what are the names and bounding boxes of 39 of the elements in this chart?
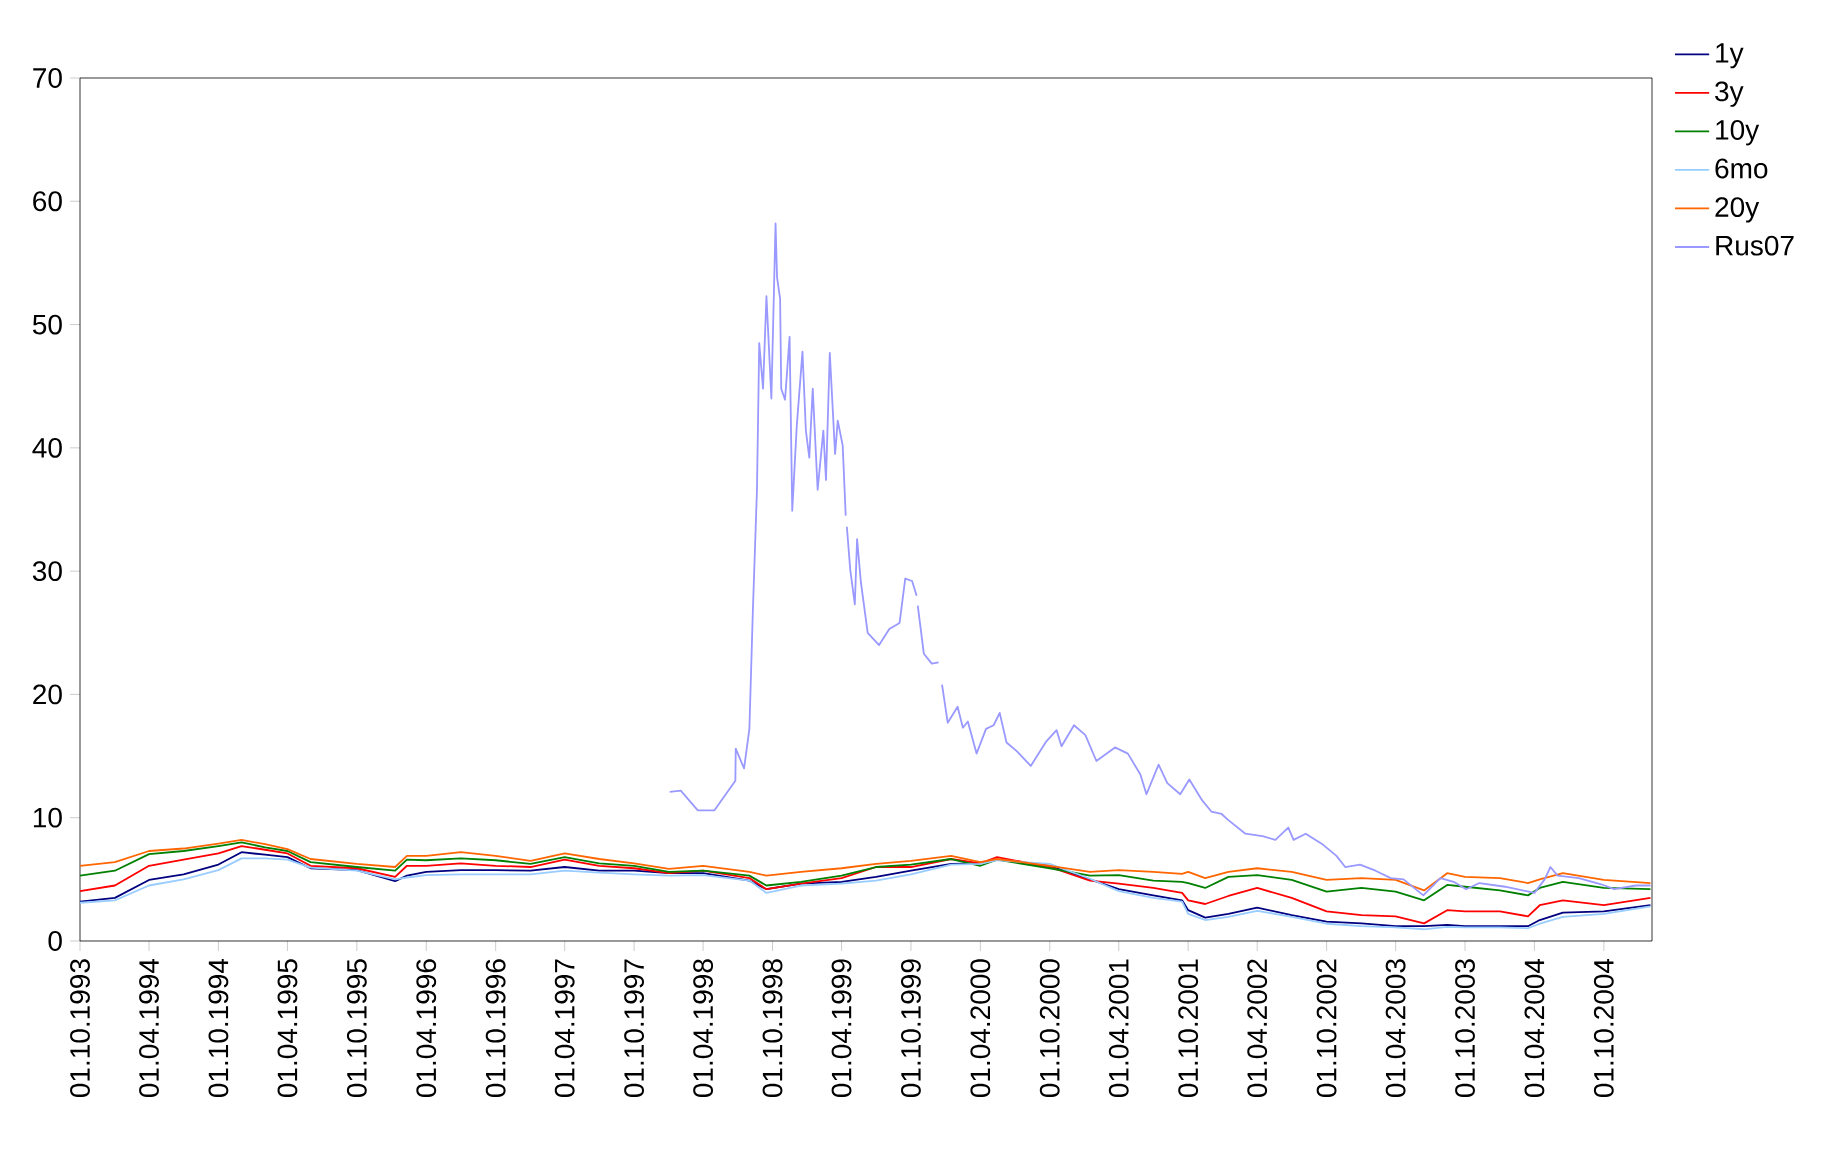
legend-label: 3y: [1715, 81, 1744, 107]
legend-label: 6mo: [1715, 158, 1768, 179]
x-tick-label: 01.04.2002: [1247, 959, 1268, 1098]
y-tick-label: 50: [32, 314, 62, 335]
y-tick-label: 10: [33, 807, 62, 828]
x-tick-label: 01.10.1996: [485, 959, 506, 1098]
x-tick-label: 01.04.2004: [1524, 958, 1545, 1098]
x-tick-label: 01.04.2001: [1108, 959, 1129, 1098]
x-tick-label: 01.04.1997: [554, 959, 575, 1098]
y-tick-label: 60: [33, 191, 62, 212]
legend-label: 20y: [1715, 197, 1760, 223]
x-tick-label: 01.04.2000: [970, 959, 991, 1098]
y-tick-label: 0: [48, 931, 62, 951]
line-series: [79, 841, 1652, 902]
x-tick-label: 01.10.1999: [901, 959, 921, 1098]
x-tick-label: 01.04.1994: [139, 958, 159, 1098]
x-tick-label: 01.04.1996: [416, 959, 437, 1098]
x-tick-label: 01.04.2003: [1385, 959, 1406, 1098]
x-tick-label: 01.10.1995: [346, 959, 367, 1098]
y-tick-label: 30: [32, 561, 62, 582]
x-tick-label: 01.10.2001: [1178, 959, 1199, 1098]
x-tick-label: 01.04.1999: [831, 959, 852, 1098]
x-tick-label: 01.10.2004: [1593, 958, 1614, 1098]
legend-label: 10y: [1716, 120, 1760, 146]
legend-label: Rus07: [1716, 235, 1794, 256]
x-tick-label: 01.10.1993: [70, 959, 90, 1098]
line-series: [79, 838, 1652, 892]
x-tick-label: 01.04.1998: [693, 959, 714, 1098]
x-tick-label: 01.04.1995: [277, 959, 298, 1098]
x-tick-label: 01.10.1997: [624, 959, 645, 1098]
legend-label: 1y: [1716, 43, 1744, 69]
x-tick-label: 01.10.2002: [1316, 959, 1337, 1098]
y-tick-label: 20: [33, 684, 62, 705]
x-tick-label: 01.10.2003: [1455, 959, 1475, 1098]
x-tick-label: 01.10.2000: [1039, 959, 1060, 1098]
y-tick-label: 40: [32, 437, 62, 458]
x-tick-label: 01.10.1998: [762, 959, 783, 1098]
y-tick-label: 70: [33, 68, 62, 88]
x-tick-label: 01.10.1994: [208, 958, 229, 1098]
